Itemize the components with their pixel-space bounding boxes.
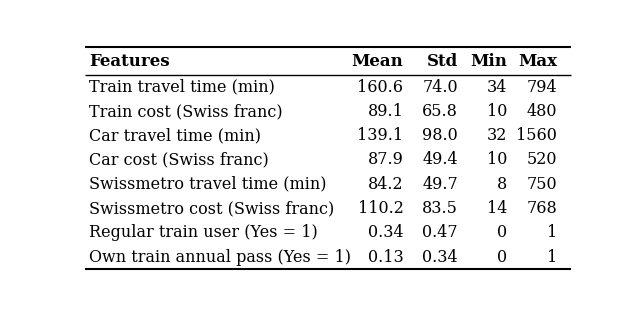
Text: 89.1: 89.1 [367,103,403,120]
Text: Mean: Mean [351,52,403,70]
Text: 768: 768 [527,200,557,217]
Text: 0.47: 0.47 [422,224,458,241]
Text: 8: 8 [497,176,508,193]
Text: 794: 794 [527,79,557,95]
Text: 87.9: 87.9 [367,151,403,168]
Text: 139.1: 139.1 [357,127,403,144]
Text: 49.7: 49.7 [422,176,458,193]
Text: Min: Min [470,52,508,70]
Text: 520: 520 [527,151,557,168]
Text: Own train annual pass (Yes = 1): Own train annual pass (Yes = 1) [89,249,351,266]
Text: 83.5: 83.5 [422,200,458,217]
Text: 1560: 1560 [516,127,557,144]
Text: 32: 32 [487,127,508,144]
Text: Regular train user (Yes = 1): Regular train user (Yes = 1) [89,224,317,241]
Text: Swissmetro cost (Swiss franc): Swissmetro cost (Swiss franc) [89,200,334,217]
Text: Std: Std [427,52,458,70]
Text: 0: 0 [497,249,508,266]
Text: 1: 1 [547,224,557,241]
Text: 65.8: 65.8 [422,103,458,120]
Text: 0.34: 0.34 [422,249,458,266]
Text: 84.2: 84.2 [368,176,403,193]
Text: 49.4: 49.4 [422,151,458,168]
Text: 160.6: 160.6 [357,79,403,95]
Text: 750: 750 [527,176,557,193]
Text: 14: 14 [487,200,508,217]
Text: Swissmetro travel time (min): Swissmetro travel time (min) [89,176,326,193]
Text: 0.13: 0.13 [367,249,403,266]
Text: 480: 480 [527,103,557,120]
Text: Train travel time (min): Train travel time (min) [89,79,275,95]
Text: 98.0: 98.0 [422,127,458,144]
Text: Max: Max [518,52,557,70]
Text: Car travel time (min): Car travel time (min) [89,127,261,144]
Text: 0: 0 [497,224,508,241]
Text: 110.2: 110.2 [358,200,403,217]
Text: 10: 10 [487,103,508,120]
Text: 0.34: 0.34 [368,224,403,241]
Text: Features: Features [89,52,170,70]
Text: 34: 34 [487,79,508,95]
Text: 1: 1 [547,249,557,266]
Text: 10: 10 [487,151,508,168]
Text: Car cost (Swiss franc): Car cost (Swiss franc) [89,151,269,168]
Text: Train cost (Swiss franc): Train cost (Swiss franc) [89,103,282,120]
Text: 74.0: 74.0 [422,79,458,95]
